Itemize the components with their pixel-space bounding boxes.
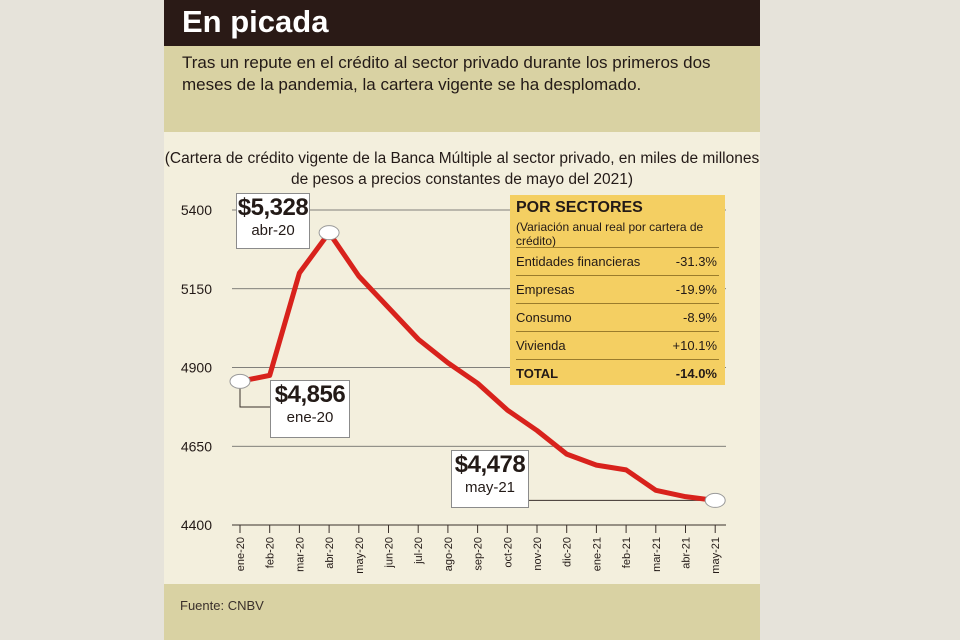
- infographic-card: En picada Tras un repute en el crédito a…: [164, 0, 760, 640]
- x-tick-label: may-21: [710, 537, 722, 574]
- y-tick-label: 4900: [181, 360, 212, 376]
- start-label: ene-20: [286, 409, 334, 426]
- start-callout: $4,856 ene-20: [270, 380, 350, 438]
- start-point: [229, 373, 251, 389]
- y-tick-label: 4400: [181, 517, 212, 533]
- source-text: Fuente: CNBV: [180, 598, 264, 613]
- intro-panel: Tras un repute en el crédito al sector p…: [164, 46, 760, 132]
- sector-row-total: TOTAL -14.0%: [516, 359, 719, 382]
- x-tick-label: oct-20: [502, 537, 514, 568]
- x-tick-label: sep-20: [473, 537, 485, 571]
- start-value: $4,856: [274, 381, 346, 408]
- x-tick-label: mar-20: [294, 537, 306, 572]
- sector-label: Consumo: [516, 310, 572, 325]
- end-label: may-21: [464, 479, 516, 496]
- sector-value: -8.9%: [683, 310, 717, 325]
- sector-row-vivienda: Vivienda +10.1%: [516, 331, 719, 360]
- end-callout: $4,478 may-21: [451, 450, 529, 508]
- y-tick-label: 5400: [181, 202, 212, 218]
- x-tick-label: feb-21: [621, 537, 633, 568]
- start-leader-line: [239, 381, 270, 408]
- sector-value: -19.9%: [675, 282, 717, 297]
- x-tick-label: ene-20: [235, 537, 247, 571]
- y-tick-label: 4650: [181, 438, 212, 454]
- left-margin: [0, 0, 164, 640]
- sector-row-empresas: Empresas -19.9%: [516, 275, 719, 304]
- x-tick-label: nov-20: [532, 537, 544, 571]
- page-title: En picada: [182, 4, 329, 39]
- sectors-subtitle: (Variación anual real por cartera de cré…: [516, 220, 704, 248]
- sector-value: -31.3%: [675, 254, 717, 269]
- x-tick-label: jul-20: [413, 537, 425, 565]
- intro-text: Tras un repute en el crédito al sector p…: [182, 53, 711, 94]
- sectors-box: POR SECTORES (Variación anual real por c…: [510, 195, 725, 385]
- sector-label: Vivienda: [516, 338, 566, 353]
- y-tick-label: 5150: [181, 281, 212, 297]
- sector-label: TOTAL: [516, 366, 559, 381]
- end-value: $4,478: [454, 451, 526, 478]
- x-tick-label: jun-20: [384, 537, 396, 569]
- sector-value: -14.0%: [675, 366, 717, 381]
- sectors-title: POR SECTORES: [516, 199, 643, 216]
- x-tick-label: abr-21: [681, 537, 693, 569]
- x-tick-label: mar-21: [651, 537, 663, 572]
- peak-callout: $5,328 abr-20: [236, 193, 310, 249]
- x-tick-label: may-20: [354, 537, 366, 574]
- title-bar: En picada: [164, 0, 760, 46]
- peak-label: abr-20: [251, 222, 295, 239]
- sector-row-consumo: Consumo -8.9%: [516, 303, 719, 332]
- right-margin: [760, 0, 960, 640]
- x-tick-label: abr-20: [324, 537, 336, 569]
- x-tick-label: ene-21: [591, 537, 603, 571]
- sector-label: Entidades financieras: [516, 254, 641, 269]
- series-line: [237, 230, 718, 503]
- end-point: [704, 492, 726, 508]
- sector-row-entidades: Entidades financieras -31.3%: [516, 247, 719, 276]
- source-panel: Fuente: CNBV: [164, 584, 760, 640]
- x-tick-label: ago-20: [443, 537, 455, 571]
- peak-value: $5,328: [237, 194, 309, 221]
- x-tick-label: dic-20: [562, 537, 574, 567]
- chart-note: (Cartera de crédito vigente de la Banca …: [164, 150, 760, 188]
- x-tick-label: feb-20: [265, 537, 277, 568]
- sector-label: Empresas: [516, 282, 575, 297]
- peak-point: [318, 225, 340, 241]
- sector-value: +10.1%: [672, 338, 717, 353]
